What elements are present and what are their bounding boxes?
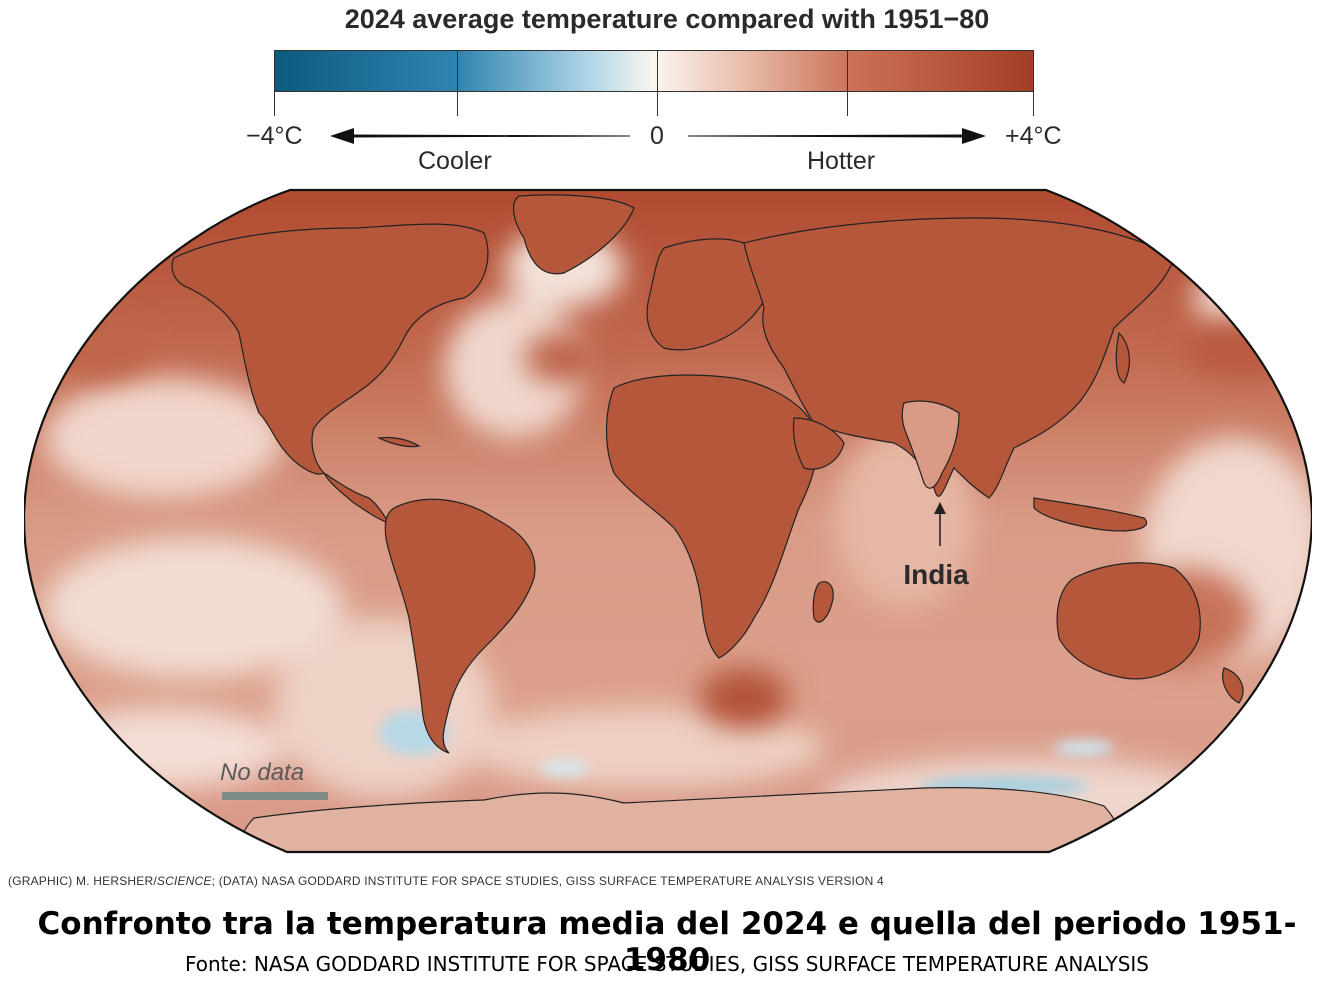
indonesia bbox=[1033, 497, 1148, 532]
no-data-swatch bbox=[222, 792, 328, 800]
temperature-color-scale bbox=[274, 50, 1034, 92]
scale-zero-label: 0 bbox=[650, 122, 664, 150]
map-outline bbox=[24, 188, 1312, 854]
australia bbox=[1056, 562, 1201, 680]
scale-tick-minus2 bbox=[457, 50, 458, 116]
greenland bbox=[512, 194, 635, 275]
caption-source: Fonte: NASA GODDARD INSTITUTE FOR SPACE … bbox=[184, 952, 1150, 976]
scale-tick-minus4 bbox=[274, 92, 275, 116]
japan bbox=[1115, 331, 1131, 384]
europe bbox=[646, 238, 771, 351]
scale-tick-plus2 bbox=[847, 50, 848, 116]
north-america bbox=[171, 223, 489, 475]
arabia bbox=[792, 417, 845, 470]
legend-title: 2024 average temperature compared with 1… bbox=[344, 4, 990, 34]
scale-min-label: −4°C bbox=[246, 122, 303, 150]
madagascar bbox=[812, 581, 834, 623]
scale-tick-plus4 bbox=[1033, 92, 1034, 116]
india bbox=[901, 400, 960, 489]
no-data-label: No data bbox=[220, 759, 304, 786]
credit-suffix: ; (DATA) NASA GODDARD INSTITUTE FOR SPAC… bbox=[211, 874, 884, 888]
cooler-label: Cooler bbox=[418, 147, 492, 175]
credit-italic: SCIENCE bbox=[156, 874, 212, 888]
continents bbox=[171, 194, 1244, 852]
cooler-arrow-icon bbox=[330, 128, 630, 144]
india-annotation bbox=[934, 502, 946, 546]
world-temperature-map: India No data bbox=[24, 188, 1312, 854]
india-label: India bbox=[903, 559, 969, 590]
graphic-credit: (GRAPHIC) M. HERSHER/SCIENCE; (DATA) NAS… bbox=[8, 874, 884, 888]
hotter-arrow-icon bbox=[688, 128, 986, 144]
scale-tick-zero bbox=[657, 50, 658, 116]
asia bbox=[743, 217, 1175, 499]
caption-title: Confronto tra la temperatura media del 2… bbox=[37, 906, 1297, 978]
cuba bbox=[376, 436, 421, 448]
south-america bbox=[384, 498, 536, 754]
hotter-label: Hotter bbox=[807, 147, 876, 175]
scale-max-label: +4°C bbox=[1005, 122, 1062, 150]
new-zealand bbox=[1222, 667, 1244, 704]
africa bbox=[605, 374, 817, 659]
credit-prefix: (GRAPHIC) M. HERSHER/ bbox=[8, 874, 157, 888]
